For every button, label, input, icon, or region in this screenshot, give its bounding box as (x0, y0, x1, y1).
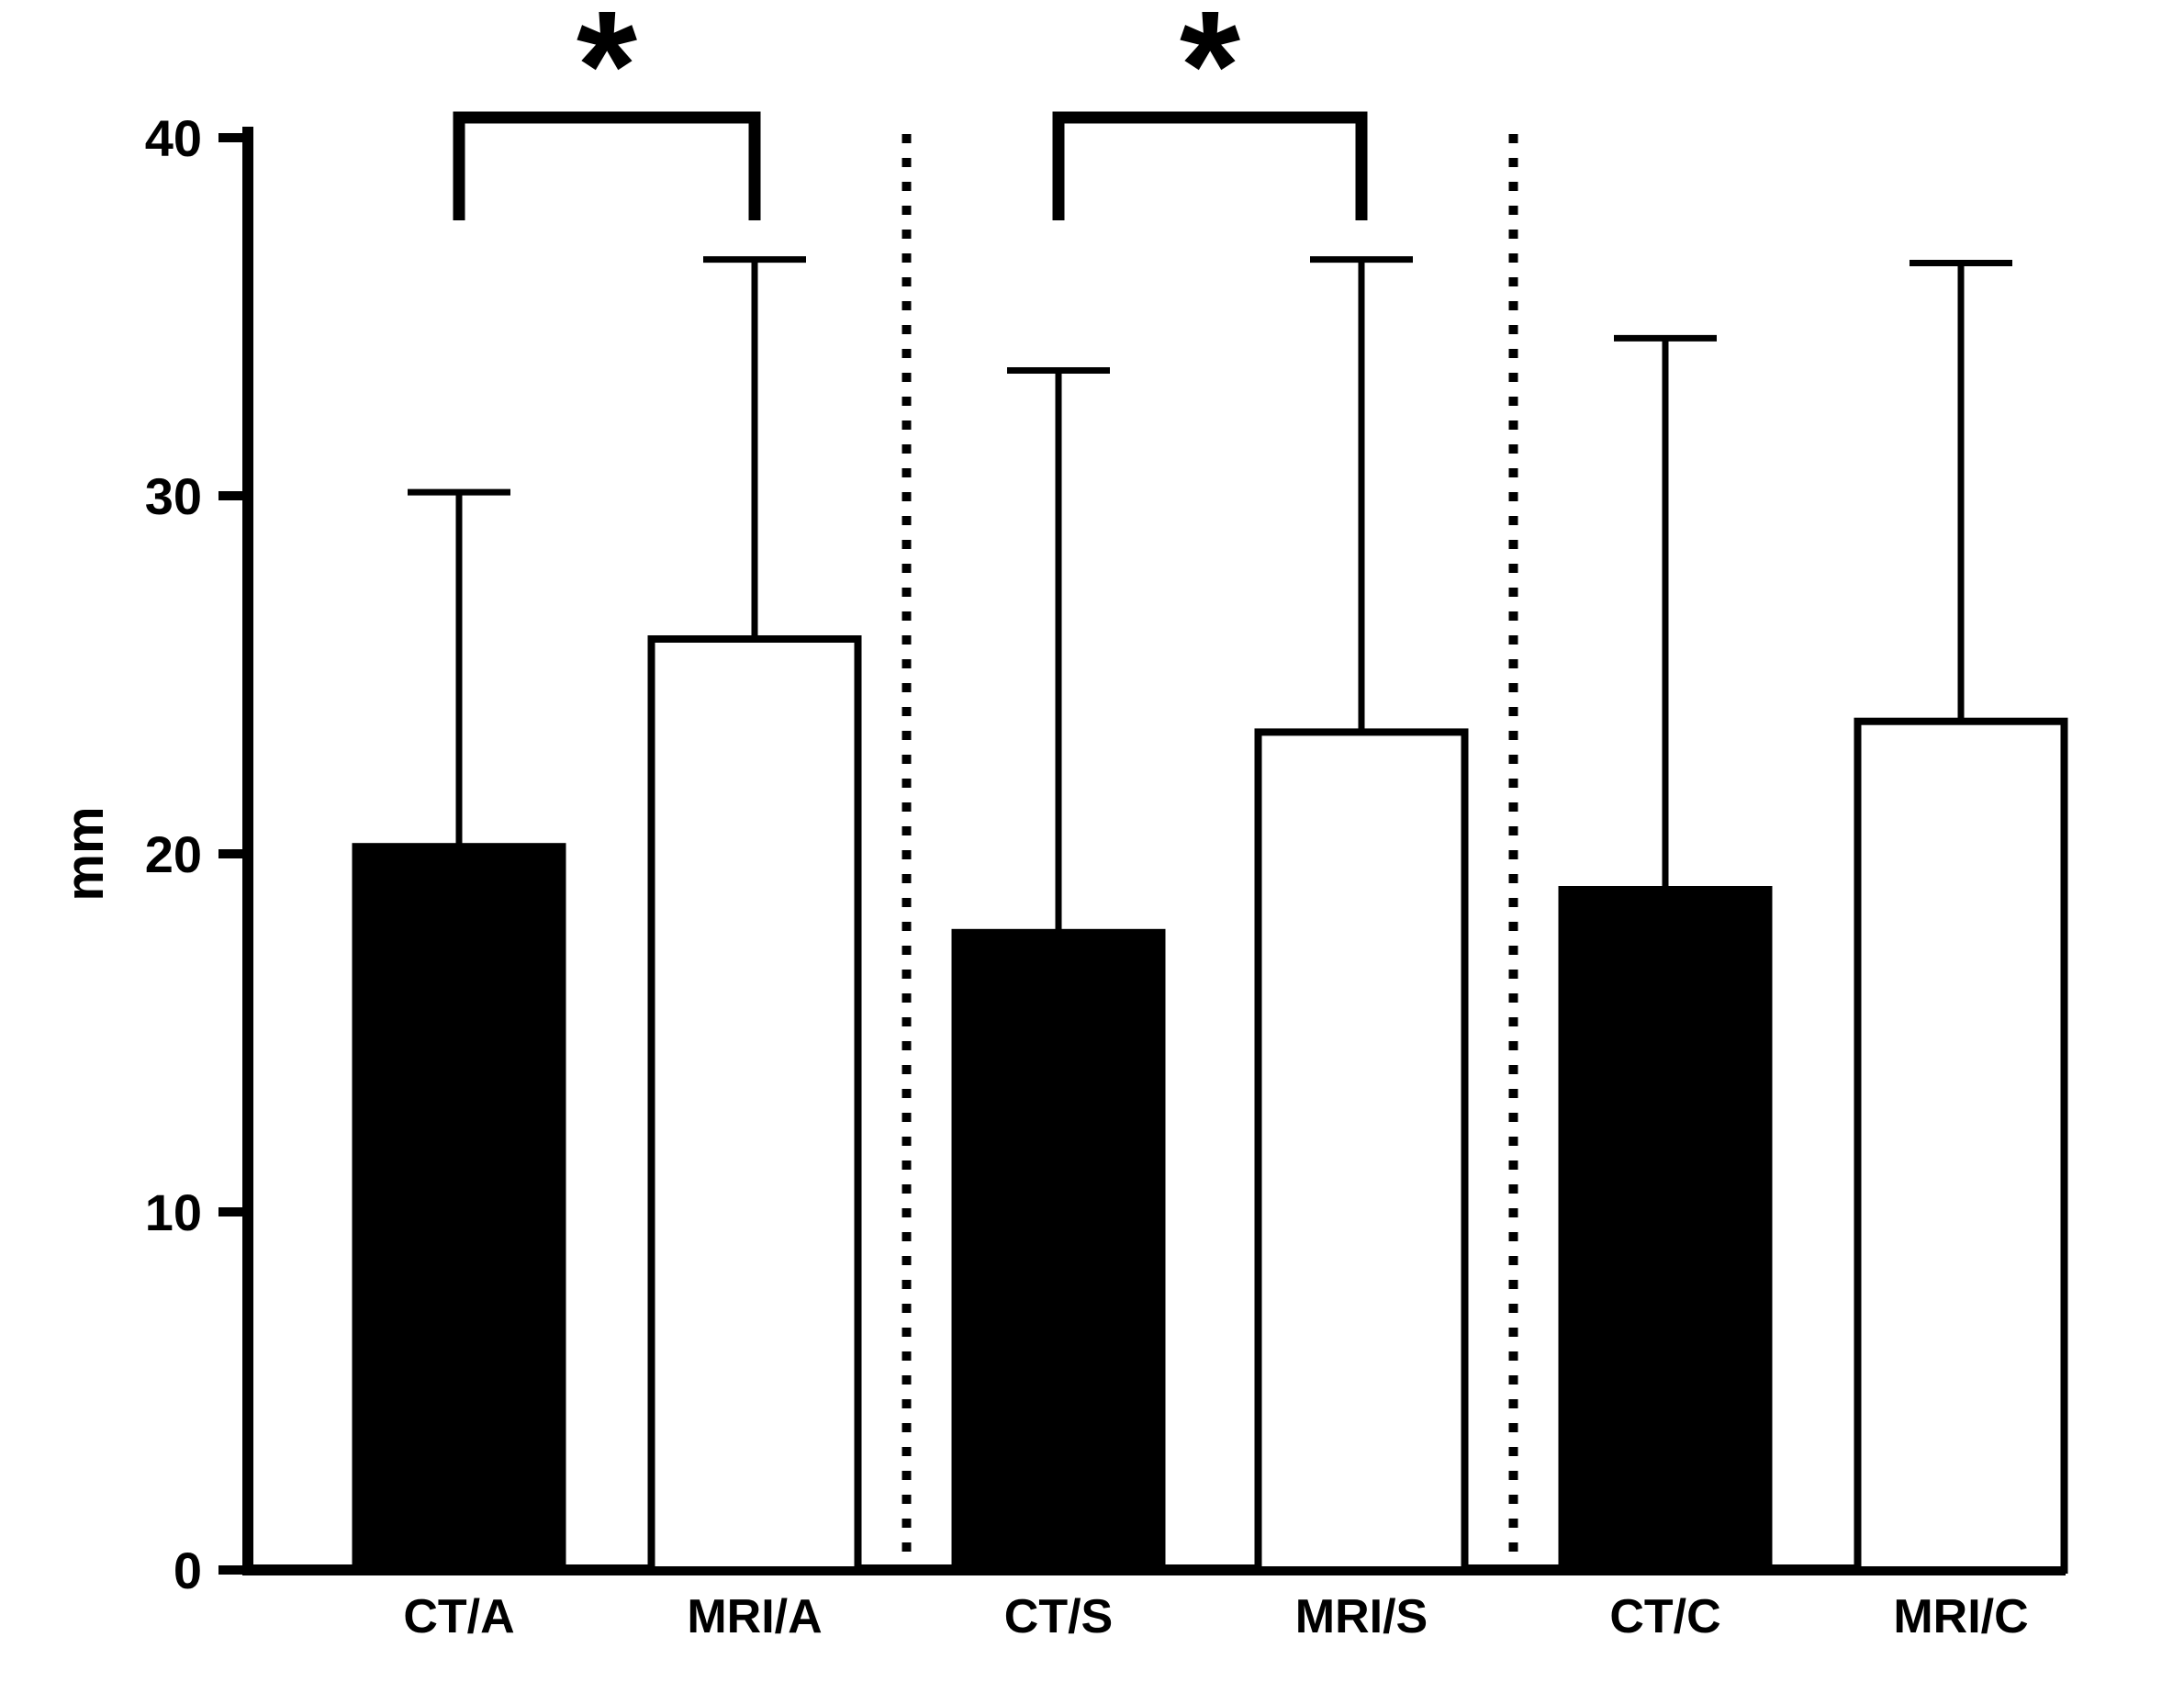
significance-bracket (453, 111, 761, 220)
significance-asterisk: * (577, 0, 637, 153)
bar-mri-s (1254, 728, 1469, 1574)
y-tick-label: 10 (145, 1183, 202, 1241)
bar-mri-c (1854, 717, 2068, 1574)
x-category-label: MRI/A (687, 1590, 822, 1643)
significance-asterisk: * (1180, 0, 1240, 153)
bar-ct-a (352, 843, 566, 1574)
x-category-label: MRI/C (1893, 1590, 2028, 1643)
y-axis-label: mm (55, 806, 115, 901)
bar-ct-c (1558, 886, 1773, 1574)
y-tick-label: 0 (174, 1542, 202, 1599)
significance-bracket (1052, 111, 1368, 220)
x-category-label: CT/S (1004, 1590, 1113, 1643)
y-tick-label: 30 (145, 467, 202, 525)
x-category-label: MRI/S (1295, 1590, 1428, 1643)
x-category-label: CT/C (1609, 1590, 1720, 1643)
x-category-label: CT/A (403, 1590, 514, 1643)
bar-mri-a (647, 635, 862, 1574)
y-tick-label: 20 (145, 825, 202, 883)
y-tick-label: 40 (145, 109, 202, 167)
bar-ct-s (951, 928, 1166, 1574)
